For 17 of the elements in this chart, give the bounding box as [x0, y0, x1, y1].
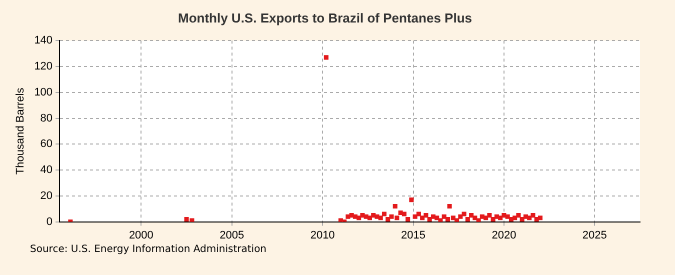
- y-tick-label: 80: [40, 112, 53, 124]
- y-tick-label: 60: [40, 138, 53, 150]
- y-tick-label: 120: [34, 60, 53, 73]
- y-tick-label: 140: [34, 34, 53, 47]
- source-note: Source: U.S. Energy Information Administration: [30, 244, 267, 255]
- y-tick-label: 0: [46, 216, 53, 228]
- y-tick-label: 100: [34, 86, 53, 98]
- chart-title: Monthly U.S. Exports to Brazil of Pentanes Plus: [178, 10, 472, 26]
- y-axis-title: Thousand Barrels: [14, 87, 27, 175]
- x-tick-label: 2010: [310, 229, 335, 242]
- y-tick-label: 40: [40, 164, 53, 176]
- x-tick-label: 2020: [492, 229, 516, 242]
- y-tick-label: 20: [40, 190, 53, 202]
- x-tick-label: 2025: [582, 229, 607, 242]
- x-tick-label: 2005: [220, 229, 244, 242]
- x-tick-label: 2015: [401, 229, 426, 242]
- x-tick-label: 2000: [128, 229, 154, 242]
